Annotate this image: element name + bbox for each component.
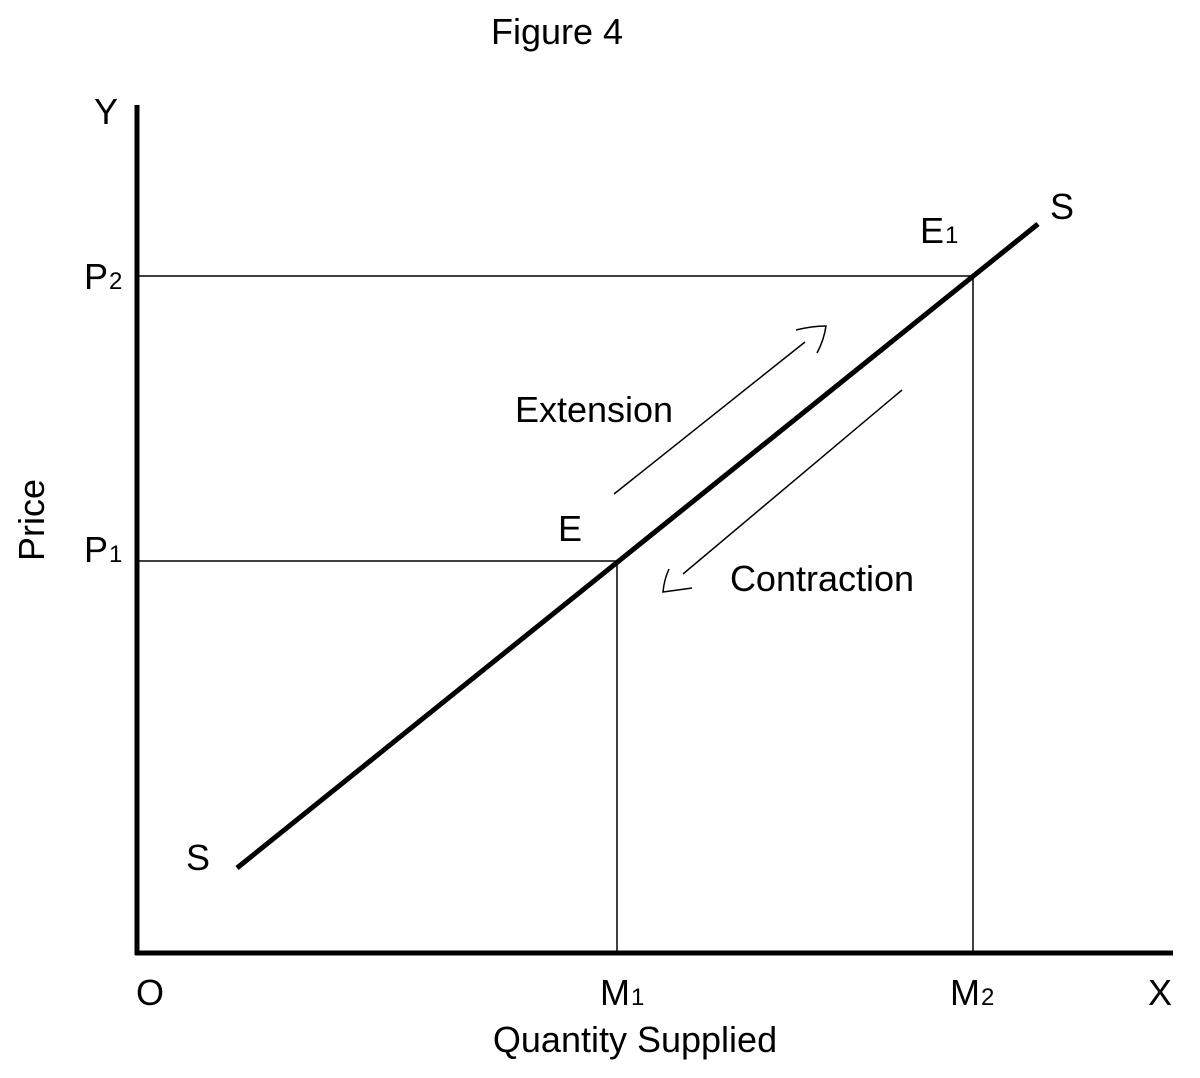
p2-label: P2 xyxy=(84,256,122,297)
point-e-label: E xyxy=(558,508,582,549)
x-axis-title: Quantity Supplied xyxy=(493,1019,777,1060)
figure-title: Figure 4 xyxy=(491,11,623,52)
m1-label: M1 xyxy=(600,972,644,1013)
supply-curve-start-label: S xyxy=(186,837,210,878)
p1-label: P1 xyxy=(84,529,122,570)
svg-text:E1: E1 xyxy=(920,210,958,251)
supply-curve-end-label: S xyxy=(1050,186,1074,227)
svg-text:M1: M1 xyxy=(600,972,644,1013)
contraction-label: Contraction xyxy=(730,558,914,599)
m2-label: M2 xyxy=(950,972,994,1013)
svg-text:P1: P1 xyxy=(84,529,122,570)
origin-label: O xyxy=(136,972,164,1013)
y-axis-label: Y xyxy=(94,91,118,132)
contraction-arrow xyxy=(662,389,903,593)
supply-curve xyxy=(235,222,1040,870)
point-e1-label: E1 xyxy=(920,210,958,251)
y-axis-title: Price xyxy=(11,479,52,561)
svg-text:M2: M2 xyxy=(950,972,994,1013)
extension-label: Extension xyxy=(515,389,673,430)
svg-text:P2: P2 xyxy=(84,256,122,297)
x-axis-label: X xyxy=(1148,972,1172,1013)
extension-arrow xyxy=(613,325,827,495)
